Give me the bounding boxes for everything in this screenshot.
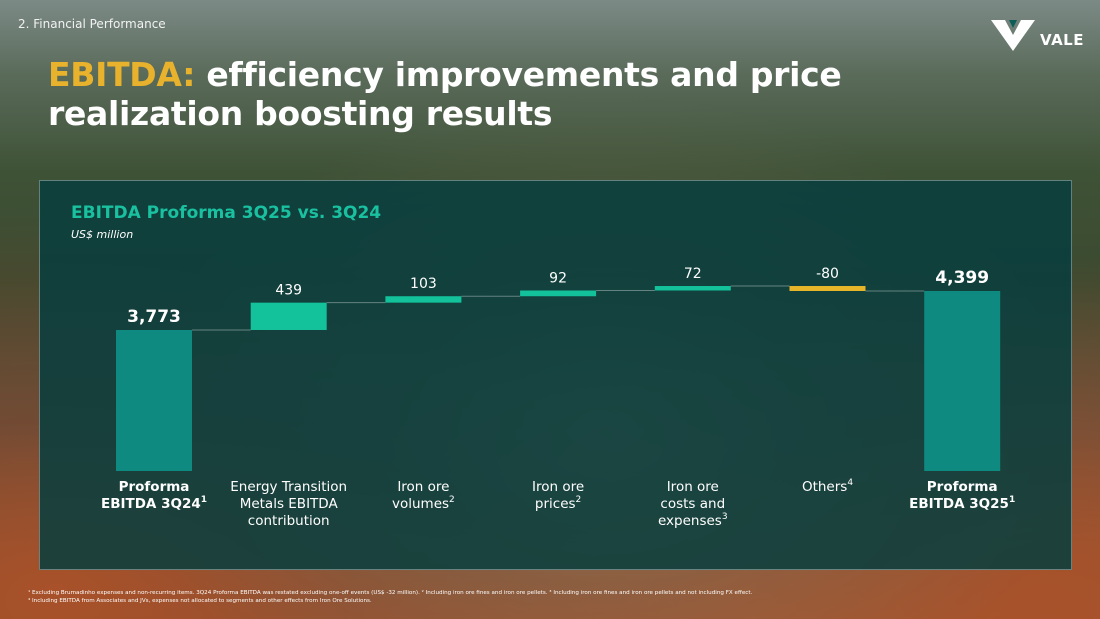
vale-logo-text: VALE [1039,31,1084,49]
category-label-3: Iron ore volumes2 [392,479,455,512]
footnotes: ¹ Excluding Brumadinho expenses and non-… [28,589,1088,605]
vale-logo: VALE [989,18,1084,52]
title-accent: EBITDA: [48,55,196,94]
category-label-4: Iron ore prices2 [532,479,584,512]
section-label: 2. Financial Performance [18,17,166,31]
category-label-6: Others4 [802,478,853,495]
bar-2 [250,302,327,330]
title-rest: efficiency improvements and price realiz… [48,55,842,133]
category-label-5: Iron ore costs and expenses3 [658,479,728,529]
category-label-7: Proforma EBITDA 3Q251 [909,479,1015,512]
value-label-7: 4,399 [935,268,989,288]
category-label-1: Proforma EBITDA 3Q241 [101,479,207,512]
category-label-2: Energy Transition Metals EBITDA contributi… [230,479,347,529]
chart-unit: US$ million [71,228,134,241]
waterfall-chart: 3,773 Proforma EBITDA 3Q241 439 Energy Trans… [101,266,1015,529]
value-label-6: -80 [816,266,839,282]
bar-1 [116,330,192,471]
bar-4 [520,290,597,297]
page-title: EBITDA: efficiency improvements and pric… [48,55,868,133]
vale-logo-icon [990,20,1035,51]
value-label-4: 92 [549,271,567,287]
value-label-3: 103 [410,276,437,292]
bar-7 [924,291,1001,471]
footnote-line-2: ⁴ Including EBITDA from Associates and J… [28,598,372,604]
bar-5 [654,286,731,291]
footnote-line-1: ¹ Excluding Brumadinho expenses and non-… [28,590,753,596]
value-label-5: 72 [684,266,702,282]
bar-3 [385,296,462,303]
chart-title: EBITDA Proforma 3Q25 vs. 3Q24 [71,203,382,223]
value-label-2: 439 [275,283,302,299]
bar-6 [789,286,866,291]
value-label-1: 3,773 [127,307,181,327]
chart-panel: EBITDA Proforma 3Q25 vs. 3Q24 US$ millio… [39,180,1072,570]
